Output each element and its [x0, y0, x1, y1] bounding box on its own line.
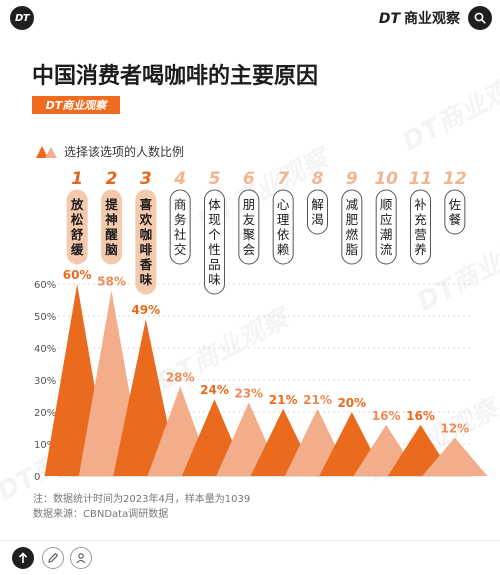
rank-number: 3: [140, 169, 152, 189]
category-label: 心理依赖: [277, 197, 290, 257]
y-tick-label: 60%: [34, 280, 56, 291]
logo-text: DT: [14, 12, 30, 24]
category-capsule: [307, 189, 328, 235]
rank-number: 5: [209, 169, 221, 189]
share-button[interactable]: [12, 547, 34, 569]
category-capsule: [444, 189, 466, 235]
value-label: 16%: [372, 409, 401, 423]
value-label: 23%: [234, 386, 263, 400]
category-label: 解渴: [311, 197, 324, 227]
category-label: 商务社交: [174, 197, 187, 257]
category-label: 放松舒缓: [70, 197, 84, 257]
chart-note: 注：数据统计时间为2023年4月，样本量为1039: [33, 494, 251, 505]
top-bar: DT DT 商业观察: [0, 0, 500, 36]
y-tick-label: 30%: [34, 376, 56, 387]
value-label: 12%: [440, 422, 469, 436]
y-tick-label: 10%: [34, 440, 56, 451]
peak-12: [422, 437, 488, 476]
legend-triangles-icon: [36, 145, 57, 158]
search-button[interactable]: [468, 6, 492, 30]
rank-number: 10: [374, 169, 398, 189]
share-icon: [18, 552, 28, 563]
rank-number: 9: [346, 169, 358, 189]
y-tick-label: 40%: [34, 344, 56, 355]
edit-icon: [48, 552, 59, 563]
category-capsule: [169, 189, 191, 265]
brand-dt: DT: [378, 11, 400, 27]
value-label: 16%: [406, 409, 435, 423]
value-label: 21%: [303, 393, 332, 407]
watermark: DT商业观察: [395, 59, 500, 159]
category-label: 喜欢咖啡香味: [139, 197, 153, 287]
user-button[interactable]: [70, 547, 92, 569]
y-tick-label: 20%: [34, 408, 56, 419]
category-capsule: [341, 189, 363, 265]
category-capsule: [101, 189, 122, 265]
edit-button[interactable]: [42, 547, 64, 569]
category-label: 提神醒脑: [104, 197, 118, 257]
y-tick-label: 0: [34, 472, 40, 483]
rank-number: 1: [71, 169, 83, 189]
value-label: 58%: [97, 274, 126, 288]
title-brand-tag: DT商业观察: [32, 96, 120, 114]
rank-number: 6: [243, 169, 255, 189]
category-label: 佐餐: [449, 197, 462, 227]
category-capsule: [135, 189, 157, 295]
value-label: 24%: [200, 383, 229, 397]
rank-number: 4: [173, 169, 186, 189]
category-label: 减肥燃脂: [346, 197, 359, 257]
rank-number: 2: [106, 169, 118, 189]
legend-label: 选择该选项的人数比例: [64, 145, 185, 159]
value-label: 28%: [166, 370, 195, 384]
value-label: 49%: [131, 303, 160, 317]
chart: 0 10% 20% 30% 40% 50% 60% 60% 58% 49% 28% 24% 23% 21%…: [34, 169, 488, 483]
search-icon: [474, 12, 486, 24]
category-label: 体现个性品味: [208, 197, 221, 287]
category-capsule: [272, 189, 294, 265]
category-capsule: [410, 189, 431, 265]
category-capsule: [375, 189, 397, 265]
bottom-toolbar: [0, 540, 500, 575]
category-label: 顺应潮流: [380, 197, 393, 257]
y-tick-label: 50%: [34, 312, 56, 323]
data-source: 数据来源：CBNData调研数据: [33, 509, 169, 520]
rank-number: 11: [409, 169, 433, 189]
category-label: 朋友聚会: [243, 197, 256, 257]
rank-number: 7: [277, 169, 289, 189]
category-capsule: [238, 189, 260, 265]
page-title: 中国消费者喝咖啡的主要原因: [32, 64, 319, 89]
dt-logo-badge: DT: [10, 6, 34, 30]
category-capsule: [204, 189, 225, 295]
value-label: 20%: [337, 396, 366, 410]
category-label: 补充营养: [414, 197, 427, 257]
user-icon: [76, 553, 86, 564]
chart-legend: 选择该选项的人数比例: [36, 143, 184, 160]
rank-number: 8: [312, 169, 324, 189]
value-label: 21%: [269, 393, 298, 407]
value-label: 60%: [63, 268, 92, 282]
brand-label: 商业观察: [404, 11, 460, 27]
rank-number: 12: [443, 169, 467, 189]
brand-name: DT 商业观察: [379, 8, 460, 28]
category-capsule: [66, 189, 88, 265]
